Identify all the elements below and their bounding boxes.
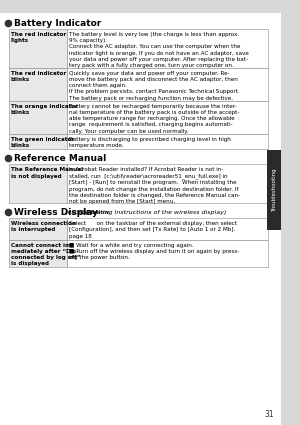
Text: Operating Instructions of the wireless display): Operating Instructions of the wireless d… [81,210,226,215]
FancyBboxPatch shape [67,240,268,267]
Text: Battery is discharging to prescribed charging level in high
temperature mode.: Battery is discharging to prescribed cha… [69,137,231,148]
FancyBboxPatch shape [9,134,67,150]
Text: Wireless Display: Wireless Display [14,208,98,217]
FancyBboxPatch shape [67,29,268,68]
Text: Select      on the taskbar of the external display, then select
[Configuration],: Select on the taskbar of the external di… [69,221,237,238]
Text: The red indicator
blinks: The red indicator blinks [11,71,66,82]
Text: Troubleshooting: Troubleshooting [272,168,277,212]
Text: Is Acrobat Reader installed? If Acrobat Reader is not in-
stalled, run  [c:\util: Is Acrobat Reader installed? If Acrobat … [69,167,240,204]
FancyBboxPatch shape [9,164,67,203]
FancyBboxPatch shape [67,101,268,134]
Text: The red indicator
lights: The red indicator lights [11,32,66,43]
Text: (except below: (except below [65,210,109,215]
FancyBboxPatch shape [67,218,268,240]
Text: Wireless connection
is interrupted: Wireless connection is interrupted [11,221,76,232]
Text: Battery Indicator: Battery Indicator [14,19,101,28]
FancyBboxPatch shape [9,68,67,101]
Text: 31: 31 [265,410,274,419]
FancyBboxPatch shape [9,240,67,267]
FancyBboxPatch shape [9,101,67,134]
FancyBboxPatch shape [9,29,67,68]
Text: Reference Manual: Reference Manual [14,154,106,163]
FancyBboxPatch shape [9,218,67,240]
FancyBboxPatch shape [0,13,281,425]
Text: The Reference Manual
is not displayed: The Reference Manual is not displayed [11,167,83,178]
Text: Cannot connect im-
mediately after “Dis-
connected by log off”
is displayed: Cannot connect im- mediately after “Dis-… [11,243,80,266]
Text: The battery level is very low (the charge is less than approx.
9% capacity).
Con: The battery level is very low (the charg… [69,32,249,68]
Text: Battery cannot be recharged temporarily because the inter-
nal temperature of th: Battery cannot be recharged temporarily … [69,104,239,133]
Text: ■ Wait for a while and try connecting again.
■ Turn off the wireless display and: ■ Wait for a while and try connecting ag… [69,243,239,260]
Text: Quickly save your data and power off your computer. Re-
move the battery pack an: Quickly save your data and power off you… [69,71,240,101]
Text: The orange indicator
blinks: The orange indicator blinks [11,104,78,115]
FancyBboxPatch shape [67,134,268,150]
FancyBboxPatch shape [67,164,268,203]
FancyBboxPatch shape [267,150,281,230]
FancyBboxPatch shape [67,68,268,101]
Text: The green indicator
blinks: The green indicator blinks [11,137,74,148]
